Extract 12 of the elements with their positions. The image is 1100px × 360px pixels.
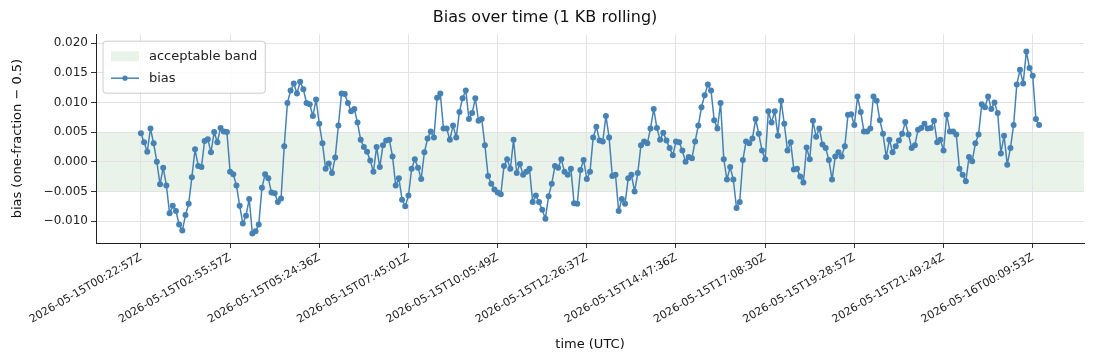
x-axis-title: time (UTC) <box>555 335 625 351</box>
y-tick-label: 0.020 <box>53 35 88 50</box>
legend-label: bias <box>149 69 176 85</box>
y-tick-label: 0.000 <box>53 153 88 168</box>
y-tick-label: 0.010 <box>53 94 88 109</box>
y-tick-label: −0.005 <box>43 183 88 198</box>
y-tick-label: 0.005 <box>53 124 88 139</box>
y-axis-title: bias (one-fraction − 0.5) <box>9 58 25 219</box>
legend-label: acceptable band <box>149 47 258 63</box>
chart-title: Bias over time (1 KB rolling) <box>432 6 658 26</box>
y-tick-label: 0.015 <box>53 64 88 79</box>
y-tick-label: −0.010 <box>43 213 88 228</box>
